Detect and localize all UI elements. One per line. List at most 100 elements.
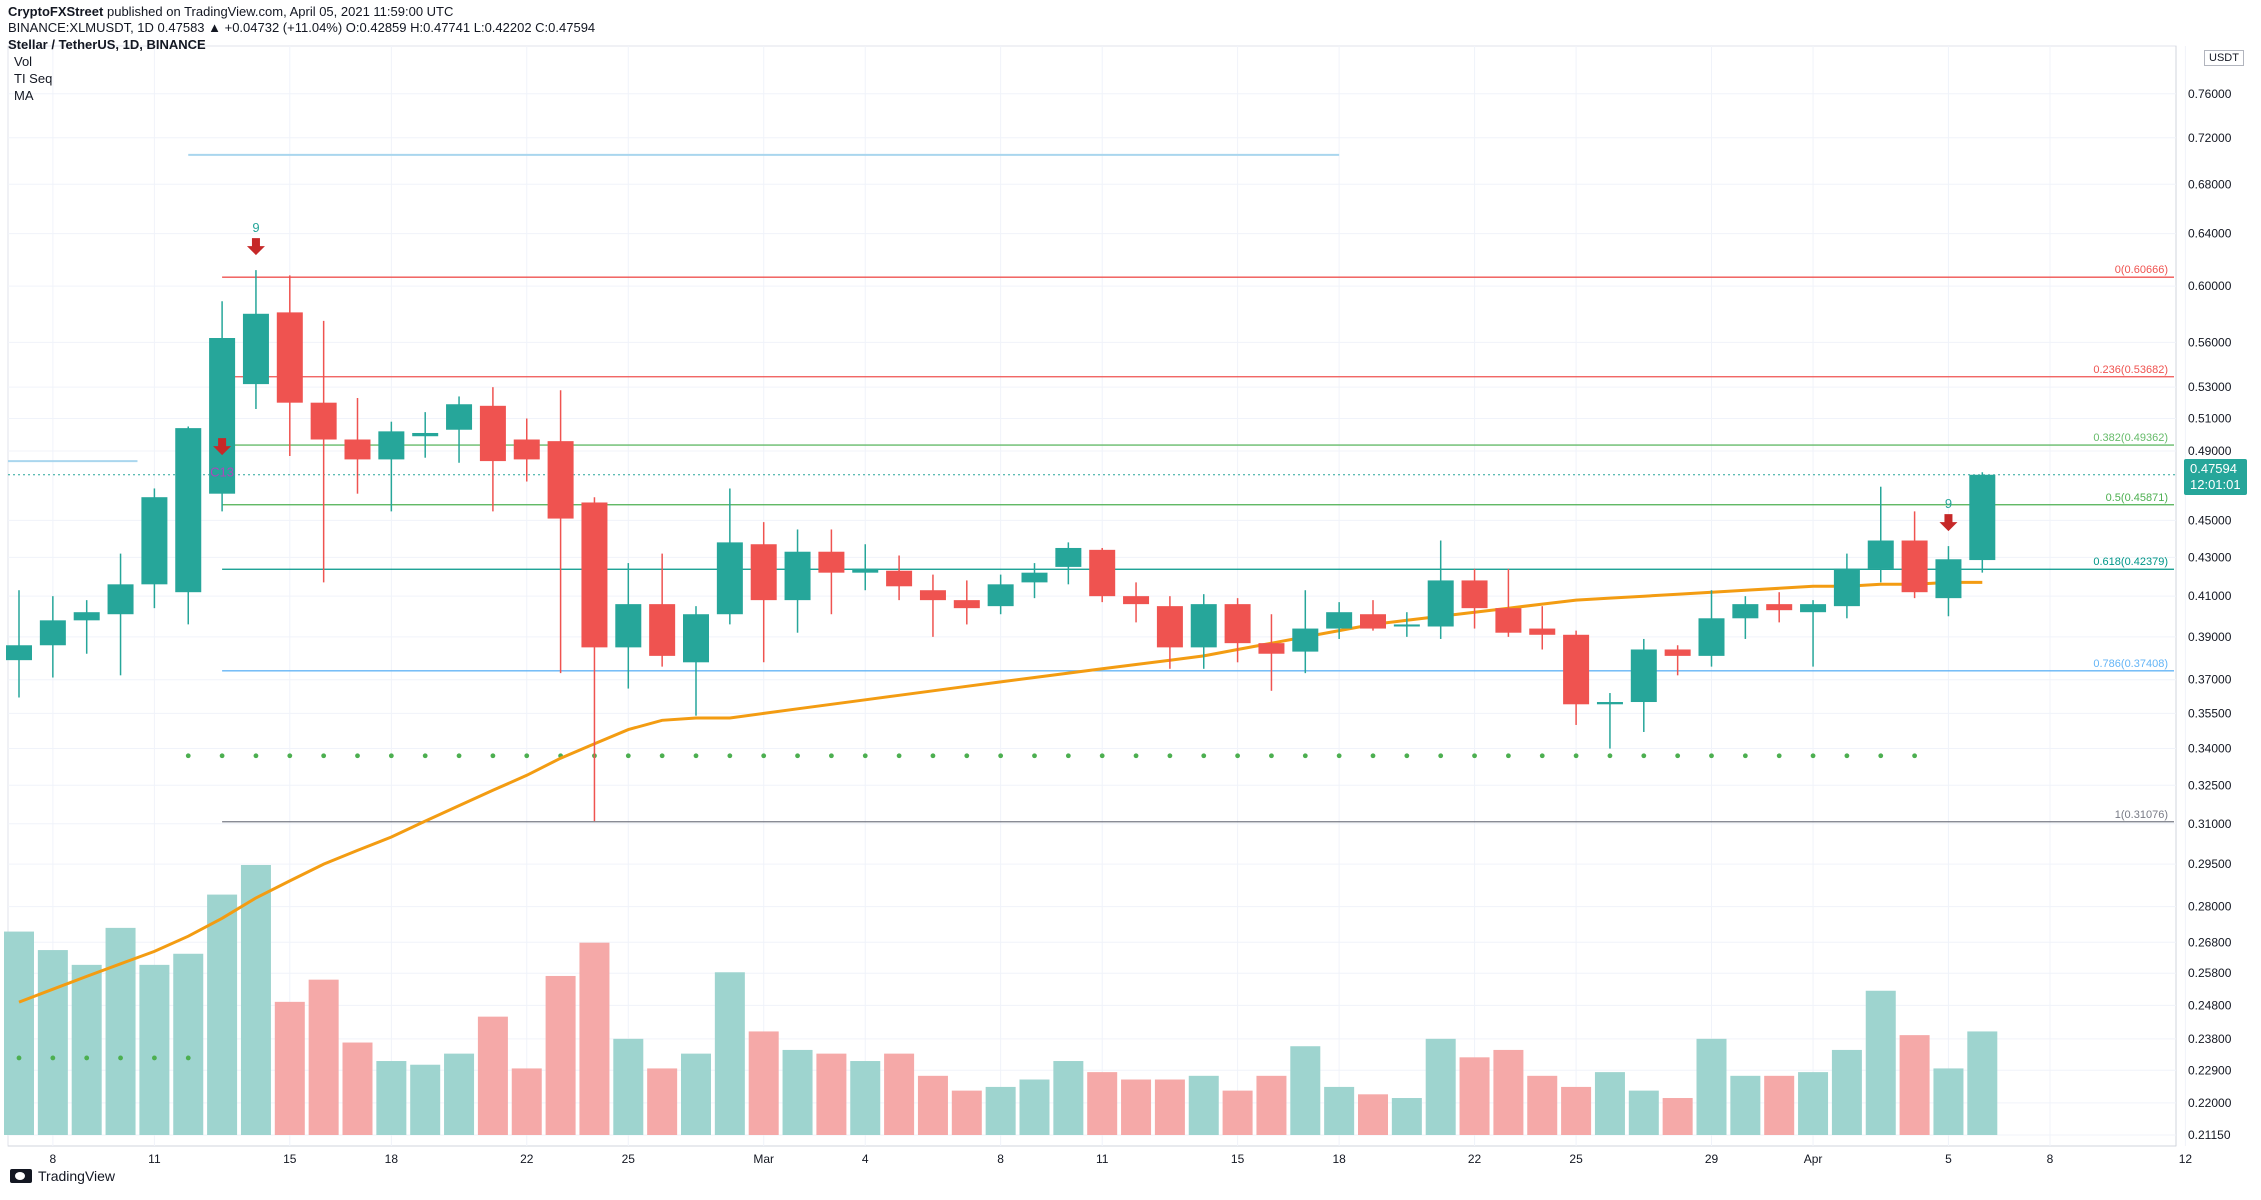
x-tick-label: 18 (385, 1152, 399, 1166)
x-tick-label: 22 (520, 1152, 534, 1166)
candle-down (1156, 606, 1183, 648)
seq-support-dot (16, 1055, 22, 1061)
seq-support-dot (829, 753, 834, 759)
seq-support-dot (1269, 753, 1274, 759)
symbol-ohlc-line: BINANCE:XLMUSDT, 1D 0.47583 ▲ +0.04732 (… (8, 20, 596, 35)
y-tick-label: 0.76000 (2188, 87, 2232, 101)
seq-support-dot (930, 753, 936, 759)
candle-up (1427, 580, 1454, 627)
candle-up (39, 620, 66, 646)
seq-support-dot (287, 753, 293, 759)
seq-support-dot (50, 1055, 56, 1061)
candle-down (581, 502, 608, 648)
tradingview-brand[interactable]: TradingView (10, 1168, 115, 1184)
y-tick-label: 0.25800 (2188, 966, 2232, 980)
candle-down (479, 405, 506, 462)
y-tick-label: 0.26800 (2188, 935, 2232, 949)
volume-bar (139, 964, 170, 1135)
candle-down (818, 551, 845, 573)
x-tick-label: 15 (1231, 1152, 1245, 1166)
volume-bar (1865, 990, 1896, 1135)
seq-support-dot (524, 753, 530, 759)
seq-support-dot (1776, 753, 1782, 759)
seq-support-dot (693, 753, 699, 759)
seq-support-dot (761, 753, 767, 759)
volume-bar (1493, 1049, 1524, 1135)
candle-down (1461, 580, 1488, 609)
candle-down (919, 590, 946, 601)
volume-bar (850, 1061, 881, 1135)
seq-support-dot (321, 753, 327, 759)
candle-up (1833, 568, 1860, 607)
candle-down (649, 604, 676, 656)
candle-up (784, 551, 811, 601)
candle-up (1969, 474, 1996, 561)
candle-up (1867, 540, 1894, 569)
tradingview-logo-icon (10, 1169, 32, 1183)
volume-bar (274, 1001, 305, 1135)
x-tick-label: 29 (1705, 1152, 1719, 1166)
volume-bar (1933, 1068, 1964, 1135)
seq-support-dot (185, 753, 191, 759)
seq-support-dot (1844, 753, 1850, 759)
seq-support-dot (456, 753, 462, 759)
sell-arrow-icon (246, 238, 265, 256)
volume-bar (985, 1086, 1016, 1135)
seq-support-dot (355, 753, 360, 759)
seq-support-dot (152, 1055, 157, 1061)
volume-bar (1391, 1098, 1422, 1135)
x-tick-label: 8 (997, 1152, 1004, 1166)
seq-support-dot (727, 753, 733, 759)
indicator-ti-seq[interactable]: TI Seq (14, 71, 53, 86)
candle-down (1529, 628, 1556, 635)
seq-support-dot (1438, 753, 1444, 759)
volume-bar (1425, 1038, 1456, 1135)
indicator-vol[interactable]: Vol (14, 54, 33, 69)
y-tick-label: 0.39000 (2188, 630, 2232, 644)
volume-bar (1459, 1057, 1490, 1135)
sell-arrow-icon (213, 438, 232, 456)
seq-support-dot (1099, 753, 1105, 759)
x-tick-label: 15 (283, 1152, 297, 1166)
y-tick-label: 0.34000 (2188, 742, 2232, 756)
seq-support-dot (185, 1055, 191, 1061)
volume-bar (511, 1068, 542, 1135)
seq-count-label: 9 (252, 220, 259, 235)
brand-label: TradingView (38, 1168, 116, 1184)
y-tick-label: 0.45000 (2188, 513, 2232, 527)
candle-up (175, 428, 202, 593)
seq-support-dot (84, 1055, 90, 1061)
volume-bar (1561, 1086, 1592, 1135)
seq-support-dot (1539, 753, 1545, 759)
volume-bar (681, 1053, 711, 1135)
candle-up (1021, 572, 1048, 583)
seq-support-dot (118, 1055, 123, 1061)
volume-bar (308, 979, 339, 1135)
candle-up (1596, 702, 1623, 705)
candle-down (750, 544, 777, 601)
seq-support-dot (1573, 753, 1579, 759)
seq-support-dot (896, 753, 902, 759)
seq-support-dot (1742, 753, 1748, 759)
volume-bar (951, 1090, 982, 1135)
currency-label[interactable]: USDT (2204, 50, 2244, 66)
seq-support-dot (1506, 753, 1511, 759)
candle-up (1055, 547, 1082, 567)
candle-up (412, 432, 439, 437)
volume-bar (37, 950, 68, 1135)
y-tick-label: 0.51000 (2188, 411, 2232, 425)
seq-support-dot (1878, 753, 1884, 759)
seq-support-dot (1201, 753, 1207, 759)
volume-bar (1798, 1072, 1829, 1135)
seq-count-label: C13 (210, 464, 234, 479)
fib-level-label: 1(0.31076) (2115, 809, 2168, 821)
y-tick-label: 0.49000 (2188, 444, 2232, 458)
indicator-ma[interactable]: MA (14, 88, 34, 103)
volume-bar (917, 1075, 948, 1135)
seq-count-label: 9 (1945, 496, 1952, 511)
volume-bar (1730, 1075, 1761, 1135)
publisher-name[interactable]: CryptoFXStreet (8, 4, 104, 19)
candle-down (953, 600, 980, 609)
fib-level-label: 0.786(0.37408) (2093, 658, 2168, 670)
